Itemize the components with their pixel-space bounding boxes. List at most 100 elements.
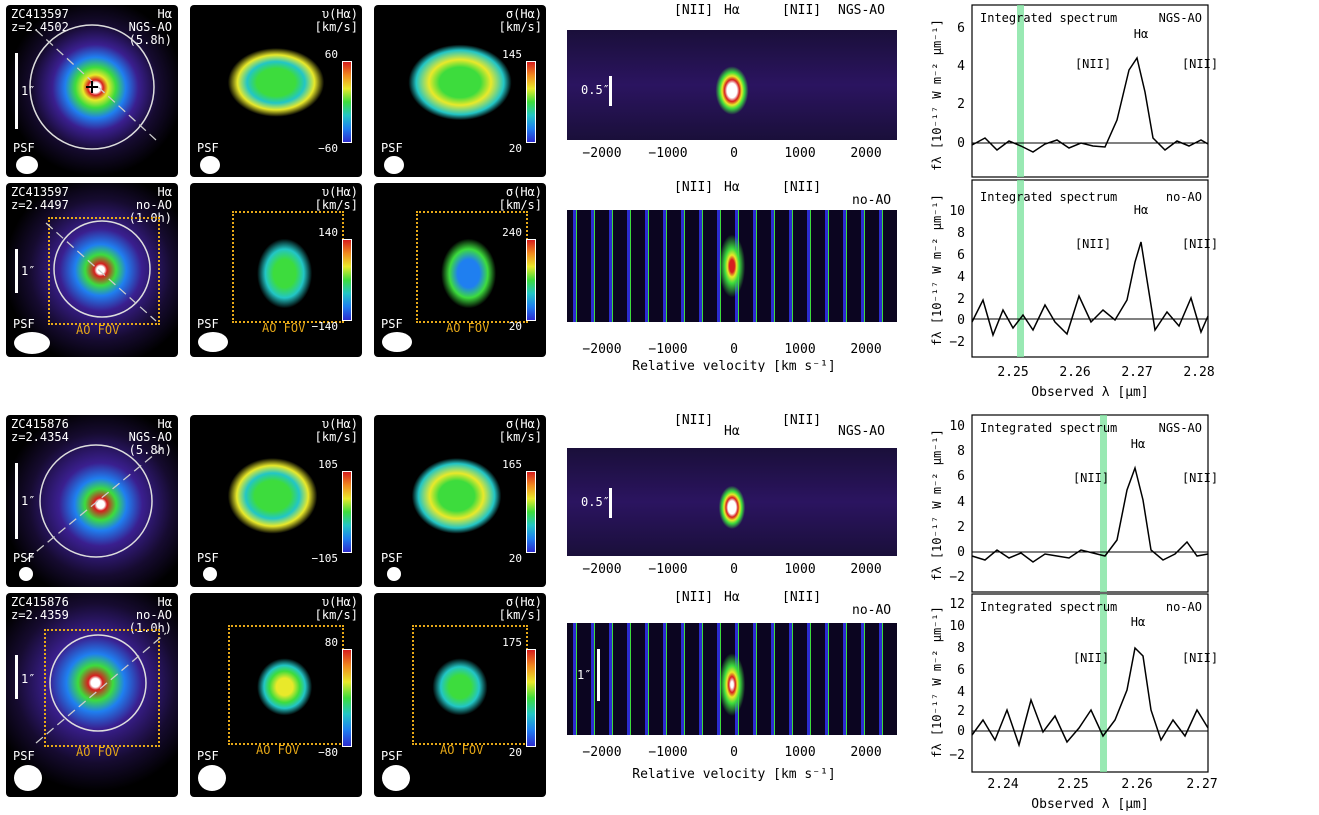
ytick-label: 12 [949,597,965,612]
psf-label: PSF [197,317,219,331]
ao-fov-label: AO FOV [256,743,300,757]
xtick-label: 2.27 [1121,365,1152,380]
halpha-label: Hα [724,180,740,195]
exposure-time: (5.8h) [128,33,172,47]
nii-label: [NII] [782,590,822,605]
ytick-label: 0 [957,724,965,739]
ytick-label: 8 [957,444,965,459]
pv-axes: −2000 −1000 0 1000 2000 −2000 −1000 0 10… [582,146,881,372]
spectrum-title: Integrated spectrum [980,190,1117,204]
ytick-label: 0 [957,545,965,560]
ao-fov-label: AO FOV [446,321,490,335]
colorbar-min: 20 [508,746,522,759]
mode-label: NGS-AO [128,20,172,34]
pv-scale-label: 1″ [577,668,592,682]
line-label: Hα [157,417,172,431]
halpha-label: Hα [724,3,740,18]
nii-label: [NII] [1182,471,1218,485]
ao-fov-box [48,217,160,325]
integrated-spectrum-chart: Integrated spectrum Integrated spectrum … [930,414,1218,812]
mode-label: no-AO [135,198,172,212]
scale-bar [15,53,18,129]
pv-xtick-label: 0 [730,146,738,161]
dispersion-colorbar [526,239,536,321]
nii-label: [NII] [1182,651,1218,665]
xtick-label: 2.24 [987,777,1018,792]
halpha-label: Hα [724,424,740,439]
velocity-map-panel: υ(Hα) [km/s] 105 −105 PSF [190,415,362,587]
pv-diagram: 0.5″ [567,448,897,556]
nii-label: [NII] [1073,471,1109,485]
spectrum-line [971,241,1209,338]
colorbar-min: 20 [508,552,522,565]
dispersion-map-panel: σ(Hα) [km/s] 240 20 AO FOV PSF [374,183,546,357]
pv-scale-label: 0.5″ [581,495,610,509]
dispersion-map-panel: σ(Hα) [km/s] 175 20 AO FOV PSF [374,593,546,797]
pv-xtick-label: −2000 [582,745,621,760]
psf-label: PSF [381,317,403,331]
exposure-time: (1.0h) [128,621,172,635]
velocity-title: υ(Hα) [321,417,358,431]
dispersion-map-panel: σ(Hα) [km/s] 145 20 PSF [374,5,546,177]
pv-mode-label: NGS-AO [838,424,885,439]
nii-label: [NII] [782,413,822,428]
colorbar-max: 105 [318,458,338,471]
psf-beam [198,332,228,352]
psf-label: PSF [13,551,35,565]
nii-label: [NII] [782,180,822,195]
colorbar-max: 240 [502,226,522,239]
pv-xtick-label: 1000 [784,146,815,161]
pv-xlabel: Relative velocity [km s⁻¹] [632,359,836,372]
velocity-title: υ(Hα) [321,185,358,199]
scale-bar [609,76,612,106]
psf-label: PSF [381,551,403,565]
pv-xtick-label: 2000 [850,745,881,760]
line-label: Hα [157,7,172,21]
aperture-overlay [29,24,157,150]
xtick-label: 2.25 [1057,777,1088,792]
pv-xtick-label: 1000 [784,562,815,577]
ytick-label: −2 [949,570,965,585]
scale-bar [15,463,18,539]
dispersion-unit: [km/s] [498,198,542,212]
spectrum-line [971,56,1209,153]
colorbar-max: 60 [324,48,338,61]
scale-bar [15,249,18,293]
halpha-map-panel: ZC415876 z=2.4359 Hα no-AO (1.0h) 1″ AO … [6,593,178,797]
dispersion-title: σ(Hα) [505,417,542,431]
psf-beam [16,156,38,174]
halpha-label: Hα [1131,615,1145,629]
pv-xtick-label: 0 [730,745,738,760]
scale-label: 1″ [21,264,36,278]
colorbar-max: 140 [318,226,338,239]
redshift: z=2.4359 [11,608,69,622]
pv-xtick-label: 0 [730,342,738,357]
colorbar-max: 175 [502,636,522,649]
velocity-unit: [km/s] [314,20,358,34]
xtick-label: 2.26 [1121,777,1152,792]
colorbar-min: 20 [508,320,522,333]
psf-label: PSF [13,749,35,763]
ytick-label: 10 [949,419,965,434]
pv-diagram [567,210,897,322]
scale-bar [15,655,18,699]
psf-beam [382,332,412,352]
pv-scale-label: 0.5″ [581,83,610,97]
dispersion-unit: [km/s] [498,430,542,444]
dispersion-title: σ(Hα) [505,7,542,21]
velocity-colorbar [342,471,352,553]
line-label: Hα [157,595,172,609]
ytick-label: 10 [949,619,965,634]
spectrum-mode: no-AO [1166,600,1202,614]
ytick-label: 10 [949,204,965,219]
xtick-label: 2.28 [1183,365,1214,380]
scale-bar [597,649,600,701]
spectrum-xlabel: Observed λ [μm] [1031,385,1148,400]
velocity-unit: [km/s] [314,430,358,444]
redshift: z=2.4502 [11,20,69,34]
colorbar-max: 165 [502,458,522,471]
ytick-label: 4 [957,270,965,285]
halpha-map-panel: ZC413597 z=2.4502 Hα NGS-AO (5.8h) 1″ PS… [6,5,178,177]
psf-label: PSF [13,317,35,331]
halpha-map-panel: ZC415876 z=2.4354 Hα NGS-AO (5.8h) 1″ PS… [6,415,178,587]
